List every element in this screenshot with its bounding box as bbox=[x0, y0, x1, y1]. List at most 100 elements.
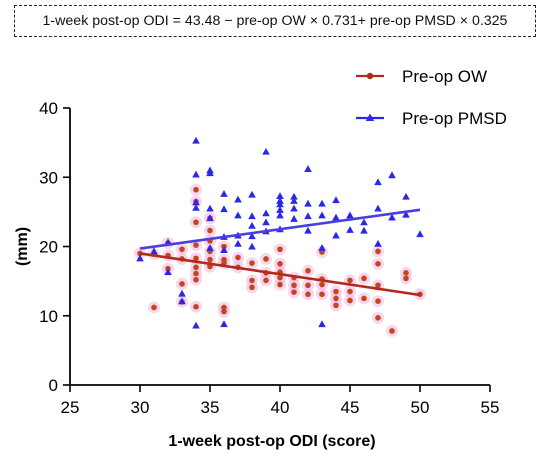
ow-data-point bbox=[221, 304, 227, 311]
ow-data-point bbox=[375, 282, 381, 289]
pmsd-data-point bbox=[248, 242, 256, 250]
ow-data-point bbox=[375, 261, 381, 267]
ow-data-point bbox=[207, 227, 213, 234]
ow-data-point bbox=[221, 308, 227, 315]
pmsd-data-point bbox=[206, 214, 214, 222]
ow-data-point bbox=[389, 328, 395, 334]
ow-data-point bbox=[347, 277, 353, 284]
ow-data-point bbox=[361, 275, 367, 282]
x-tick-label: 40 bbox=[271, 398, 290, 417]
x-tick-label: 25 bbox=[61, 398, 80, 417]
pmsd-data-point bbox=[136, 254, 144, 262]
ow-data-point bbox=[263, 256, 269, 262]
pmsd-data-point bbox=[360, 218, 368, 226]
legend-pmsd-label: Pre-op PMSD bbox=[402, 109, 507, 128]
y-tick-label: 0 bbox=[49, 376, 58, 395]
pmsd-data-point bbox=[416, 230, 424, 238]
pmsd-data-point bbox=[262, 147, 270, 155]
pmsd-data-point bbox=[346, 226, 354, 233]
ow-data-point bbox=[375, 315, 381, 321]
pmsd-data-point bbox=[262, 209, 270, 217]
ow-data-point bbox=[193, 276, 199, 283]
x-tick-label: 35 bbox=[201, 398, 220, 417]
ow-data-point bbox=[347, 297, 353, 304]
pmsd-data-point bbox=[220, 190, 228, 197]
y-tick-label: 10 bbox=[39, 307, 58, 326]
ow-data-point bbox=[375, 248, 381, 255]
ow-data-point bbox=[333, 302, 339, 309]
ow-data-point bbox=[207, 256, 213, 263]
pmsd-data-point bbox=[388, 213, 396, 221]
pmsd-data-point bbox=[402, 210, 410, 218]
pmsd-data-point bbox=[276, 196, 284, 204]
pmsd-data-point bbox=[276, 200, 284, 208]
pmsd-data-point bbox=[304, 165, 312, 172]
ow-data-point bbox=[193, 219, 199, 226]
x-axis-label: 1-week post-op ODI (score) bbox=[168, 433, 375, 450]
pmsd-fit-line bbox=[139, 208, 421, 250]
pmsd-data-point bbox=[276, 211, 284, 219]
pmsd-data-point bbox=[192, 170, 200, 178]
ow-data-point bbox=[263, 277, 269, 284]
x-tick-label: 55 bbox=[481, 398, 500, 417]
ow-data-point bbox=[277, 246, 283, 253]
pmsd-data-point bbox=[192, 136, 200, 144]
ow-data-point bbox=[193, 270, 199, 277]
ow-data-point bbox=[305, 282, 311, 289]
pmsd-data-point bbox=[206, 169, 214, 177]
pmsd-data-point bbox=[234, 239, 242, 247]
ow-data-point bbox=[319, 291, 325, 298]
ow-data-point bbox=[347, 288, 353, 295]
pmsd-data-point bbox=[220, 246, 228, 254]
ow-data-point bbox=[277, 281, 283, 288]
pmsd-data-point bbox=[402, 192, 410, 200]
pmsd-data-point bbox=[332, 196, 340, 204]
pmsd-data-point bbox=[248, 232, 256, 240]
ow-data-point bbox=[333, 295, 339, 302]
pmsd-data-point bbox=[304, 212, 312, 220]
x-tick-label: 45 bbox=[341, 398, 360, 417]
x-tick-label: 30 bbox=[131, 398, 150, 417]
pmsd-data-point bbox=[388, 171, 396, 179]
ow-data-point bbox=[179, 281, 185, 287]
pmsd-data-point bbox=[318, 211, 326, 219]
ow-data-point bbox=[291, 289, 297, 296]
pmsd-data-point bbox=[318, 199, 326, 207]
ow-data-point bbox=[193, 303, 199, 310]
pmsd-data-point bbox=[332, 213, 340, 221]
ow-data-point bbox=[305, 267, 311, 274]
ow-data-point bbox=[375, 298, 381, 305]
pmsd-data-point bbox=[290, 192, 298, 200]
ow-data-point bbox=[403, 275, 409, 282]
y-tick-label: 40 bbox=[39, 99, 58, 118]
pmsd-data-point bbox=[234, 195, 242, 203]
pmsd-data-point bbox=[290, 215, 298, 222]
pmsd-data-point bbox=[192, 203, 200, 211]
pmsd-data-point bbox=[178, 289, 186, 297]
ow-data-point bbox=[151, 304, 157, 311]
pmsd-data-point bbox=[248, 221, 256, 229]
ow-data-point bbox=[277, 274, 283, 281]
pmsd-data-point bbox=[374, 204, 382, 212]
y-tick-label: 30 bbox=[39, 168, 58, 187]
ow-data-point bbox=[179, 246, 185, 253]
legend-pmsd-marker bbox=[365, 113, 375, 121]
legend-ow-label: Pre-op OW bbox=[402, 67, 487, 86]
pmsd-data-point bbox=[248, 190, 256, 198]
regression-equation: 1-week post-op ODI = 43.48 − pre-op OW ×… bbox=[14, 5, 536, 37]
pmsd-data-point bbox=[192, 321, 200, 329]
pmsd-data-point bbox=[164, 268, 172, 276]
pmsd-data-point bbox=[262, 218, 270, 226]
pmsd-data-point bbox=[150, 247, 158, 255]
pmsd-data-point bbox=[318, 320, 326, 328]
pmsd-data-point bbox=[276, 205, 284, 213]
ow-data-point bbox=[333, 288, 339, 295]
ow-data-point bbox=[277, 261, 283, 267]
pmsd-data-point bbox=[276, 192, 284, 199]
ow-data-point bbox=[319, 281, 325, 288]
pmsd-data-point bbox=[304, 226, 312, 234]
pmsd-data-point bbox=[248, 212, 256, 220]
pmsd-data-point bbox=[318, 244, 326, 251]
ow-data-point bbox=[291, 282, 297, 289]
pmsd-data-point bbox=[346, 211, 354, 219]
